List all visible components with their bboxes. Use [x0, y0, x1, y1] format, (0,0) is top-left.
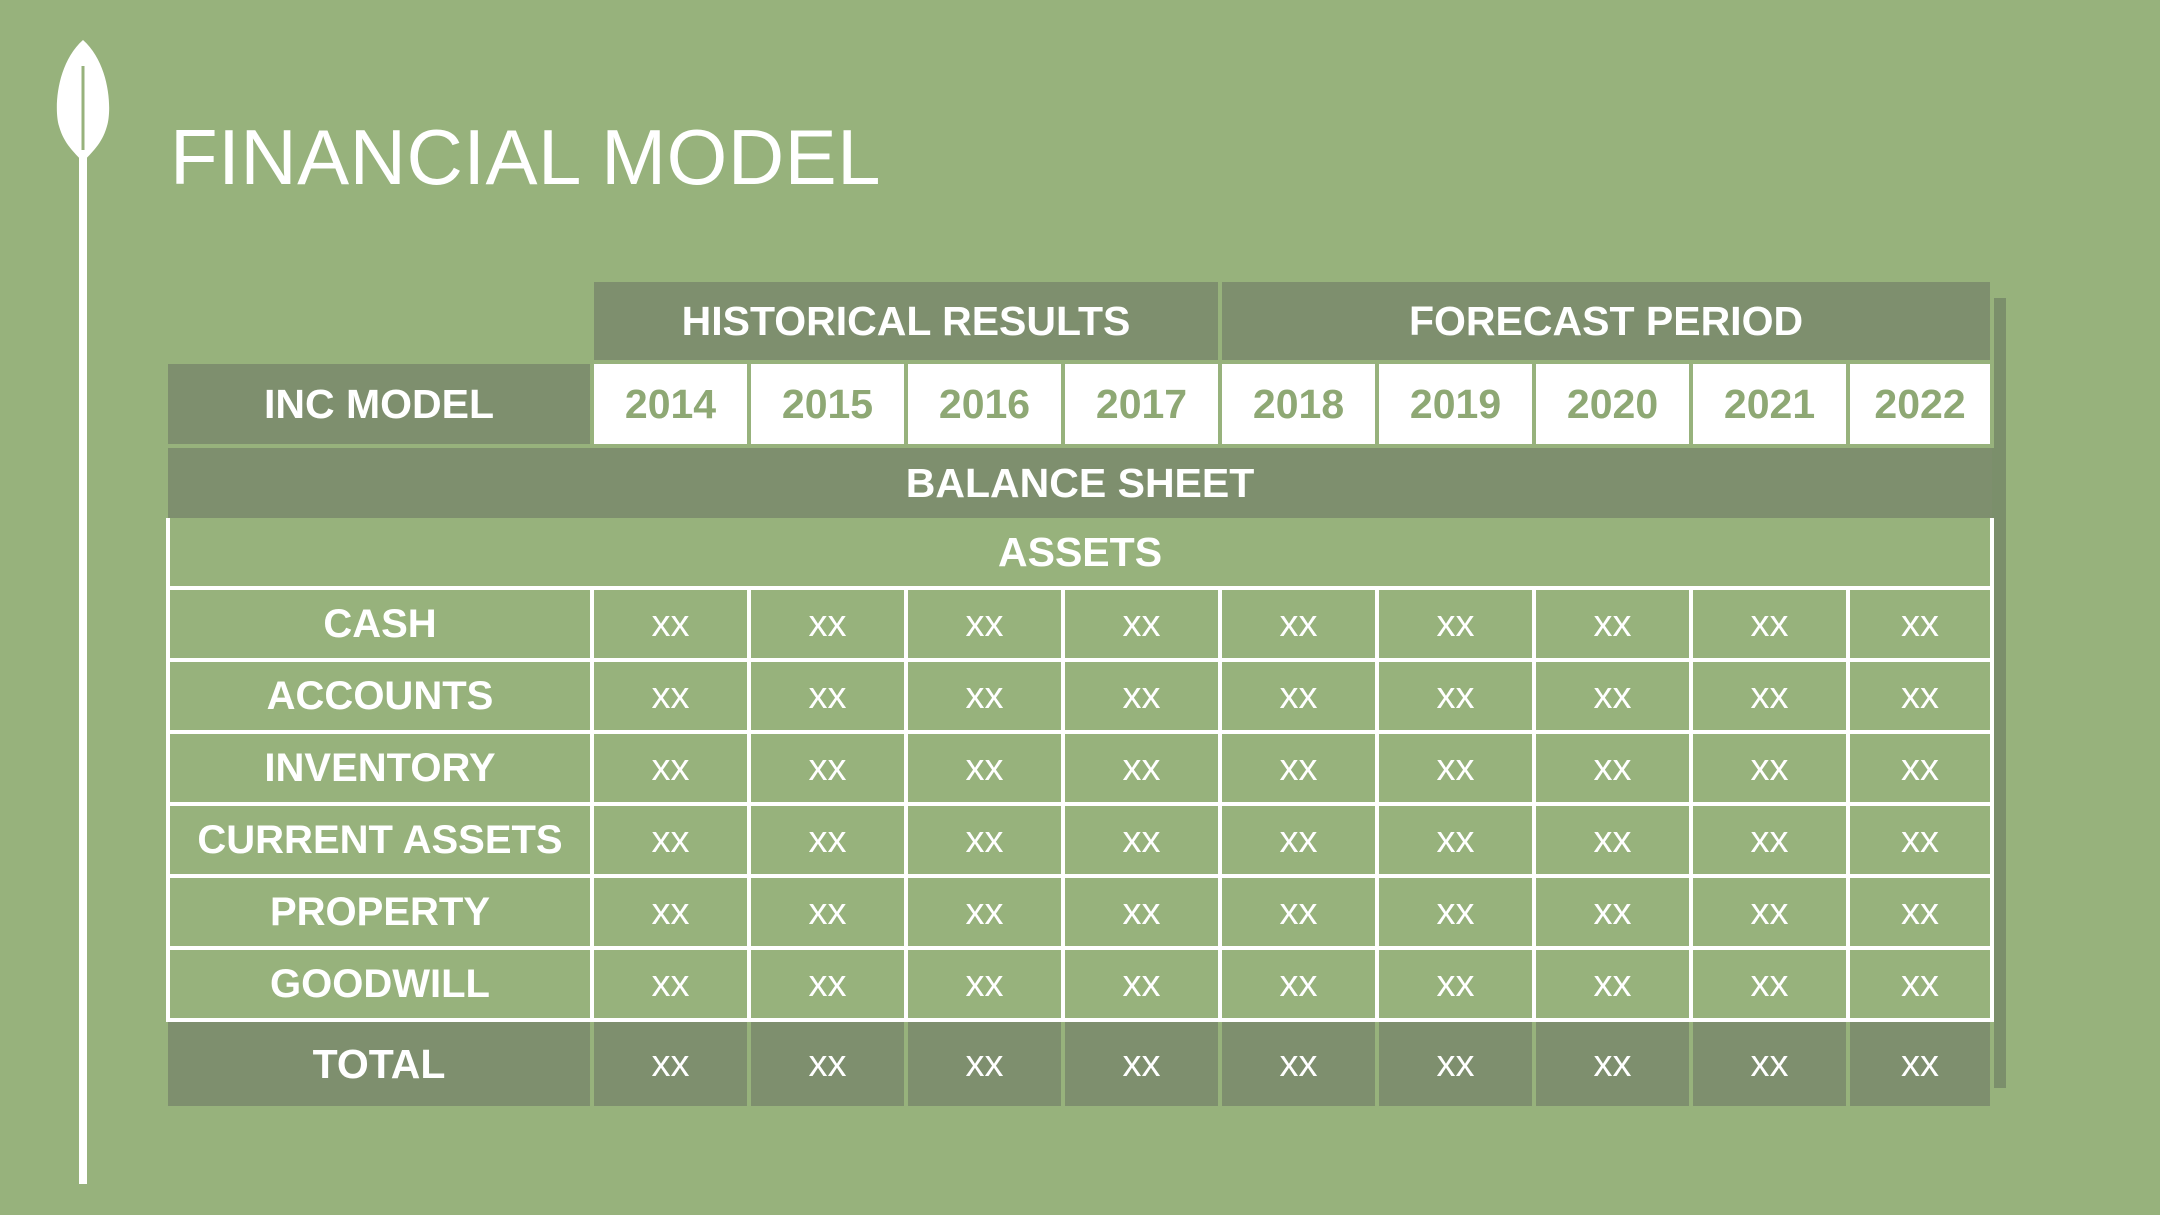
table-cell: xx: [1532, 802, 1694, 878]
corner-blank-cell: [168, 282, 592, 362]
table-cell: xx: [1218, 946, 1380, 1022]
table-cell: xx: [1375, 874, 1537, 950]
row-label: ACCOUNTS: [166, 658, 594, 734]
total-cell: xx: [747, 1020, 908, 1106]
total-cell: xx: [1532, 1020, 1694, 1106]
table-cell: xx: [1375, 586, 1537, 662]
year-header-2015: 2015: [747, 360, 908, 448]
table-cell: xx: [1375, 658, 1537, 734]
year-header-2017: 2017: [1060, 360, 1223, 448]
row-label: GOODWILL: [166, 946, 594, 1022]
table-cell: xx: [1846, 730, 1995, 806]
financial-model-table: HISTORICAL RESULTS FORECAST PERIOD INC M…: [165, 282, 1995, 1106]
row-label: CURRENT ASSETS: [166, 802, 594, 878]
table-cell: xx: [747, 730, 908, 806]
table-cell: xx: [747, 658, 908, 734]
table-cell: xx: [590, 874, 751, 950]
year-header-2014: 2014: [590, 360, 751, 448]
table-row: GOODWILL xx xx xx xx xx xx xx xx xx: [166, 946, 1995, 1022]
table-cell: xx: [747, 802, 908, 878]
table-row: CURRENT ASSETS xx xx xx xx xx xx xx xx xx: [166, 802, 1995, 878]
row-label: INVENTORY: [166, 730, 594, 806]
total-cell: xx: [1060, 1020, 1223, 1106]
table-cell: xx: [1532, 658, 1694, 734]
total-cell: xx: [1375, 1020, 1537, 1106]
table-cell: xx: [1532, 586, 1694, 662]
total-cell: xx: [1846, 1020, 1995, 1106]
table-cell: xx: [904, 874, 1065, 950]
table-cell: xx: [1689, 658, 1851, 734]
table-cell: xx: [590, 730, 751, 806]
table-cell: xx: [590, 658, 751, 734]
total-cell: xx: [590, 1020, 751, 1106]
table-cell: xx: [1689, 874, 1851, 950]
table-cell: xx: [1532, 874, 1694, 950]
table-cell: xx: [904, 586, 1065, 662]
total-cell: xx: [1689, 1020, 1851, 1106]
table-cell: xx: [904, 658, 1065, 734]
table-cell: xx: [1689, 802, 1851, 878]
table-cell: xx: [904, 730, 1065, 806]
historical-results-header: HISTORICAL RESULTS: [589, 282, 1223, 362]
table-cell: xx: [1689, 730, 1851, 806]
table-cell: xx: [1060, 586, 1223, 662]
table-cell: xx: [1532, 730, 1694, 806]
table-cell: xx: [747, 874, 908, 950]
table-cell: xx: [1375, 802, 1537, 878]
table-row: PROPERTY xx xx xx xx xx xx xx xx xx: [166, 874, 1995, 950]
assets-header: ASSETS: [165, 518, 1995, 590]
row-label: PROPERTY: [166, 874, 594, 950]
table-cell: xx: [904, 802, 1065, 878]
table-cell: xx: [1060, 658, 1223, 734]
table-cell: xx: [747, 586, 908, 662]
table-row: ACCOUNTS xx xx xx xx xx xx xx xx xx: [166, 658, 1995, 734]
table-cell: xx: [1846, 802, 1995, 878]
table-cell: xx: [1846, 946, 1995, 1022]
table-row: CASH xx xx xx xx xx xx xx xx xx: [166, 586, 1995, 662]
year-header-2022: 2022: [1846, 360, 1995, 448]
inc-model-header: INC MODEL: [168, 360, 592, 448]
year-header-2021: 2021: [1689, 360, 1851, 448]
page-title: FINANCIAL MODEL: [170, 113, 882, 201]
table-cell: xx: [1689, 586, 1851, 662]
table-cell: xx: [590, 946, 751, 1022]
row-label: CASH: [166, 586, 594, 662]
table-cell: xx: [1218, 874, 1380, 950]
leaf-icon: [56, 40, 110, 1184]
table-cell: xx: [1218, 802, 1380, 878]
total-cell: xx: [1218, 1020, 1380, 1106]
table-cell: xx: [1060, 946, 1223, 1022]
table-cell: xx: [1060, 802, 1223, 878]
table-cell: xx: [1375, 946, 1537, 1022]
total-row: TOTAL xx xx xx xx xx xx xx xx xx: [168, 1020, 1995, 1106]
total-cell: xx: [904, 1020, 1065, 1106]
table-cell: xx: [1375, 730, 1537, 806]
table-cell: xx: [1689, 946, 1851, 1022]
table-cell: xx: [1218, 658, 1380, 734]
table-cell: xx: [1218, 586, 1380, 662]
table-cell: xx: [747, 946, 908, 1022]
table-cell: xx: [590, 586, 751, 662]
table-row: INVENTORY xx xx xx xx xx xx xx xx xx: [166, 730, 1995, 806]
forecast-period-header: FORECAST PERIOD: [1218, 282, 1995, 362]
year-header-2018: 2018: [1218, 360, 1380, 448]
table-cell: xx: [904, 946, 1065, 1022]
year-header-2019: 2019: [1375, 360, 1537, 448]
table-cell: xx: [1846, 874, 1995, 950]
table-cell: xx: [1532, 946, 1694, 1022]
table-cell: xx: [1060, 874, 1223, 950]
year-header-2016: 2016: [904, 360, 1065, 448]
year-header-2020: 2020: [1532, 360, 1694, 448]
balance-sheet-header: BALANCE SHEET: [168, 446, 1993, 518]
total-label: TOTAL: [168, 1020, 594, 1106]
table-cell: xx: [1218, 730, 1380, 806]
table-cell: xx: [1846, 658, 1995, 734]
table-cell: xx: [590, 802, 751, 878]
table-cell: xx: [1846, 586, 1995, 662]
table-cell: xx: [1060, 730, 1223, 806]
